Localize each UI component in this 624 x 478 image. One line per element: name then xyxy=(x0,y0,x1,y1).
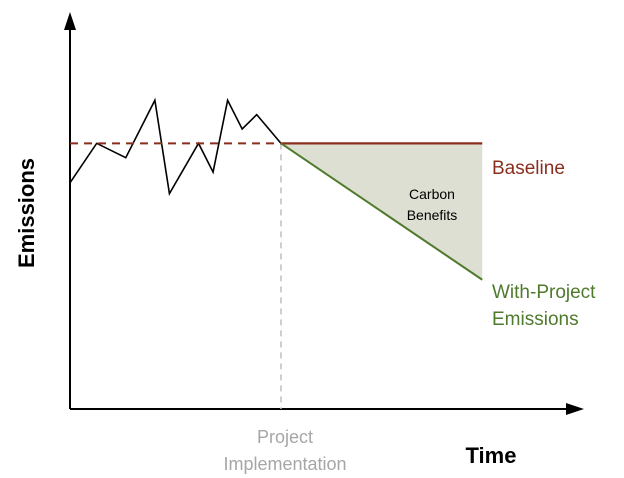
baseline-label: Baseline xyxy=(492,158,565,179)
implementation-label-line2: Implementation xyxy=(223,454,346,474)
y-axis-arrow xyxy=(64,12,76,30)
with-project-emissions-line xyxy=(280,142,483,281)
x-axis-arrow xyxy=(566,403,584,415)
carbon-benefits-label-line2: Benefits xyxy=(407,207,458,223)
implementation-label-line1: Project xyxy=(257,427,313,447)
with-project-label-line1: With-Project xyxy=(492,282,596,303)
historical-emissions-line xyxy=(69,97,282,196)
axes xyxy=(64,12,584,415)
with-project-label-line2: Emissions xyxy=(492,309,579,330)
carbon-benefits-label-line1: Carbon xyxy=(409,186,455,202)
x-axis-label: Time xyxy=(466,443,517,468)
y-axis-label: Emissions xyxy=(14,158,39,268)
